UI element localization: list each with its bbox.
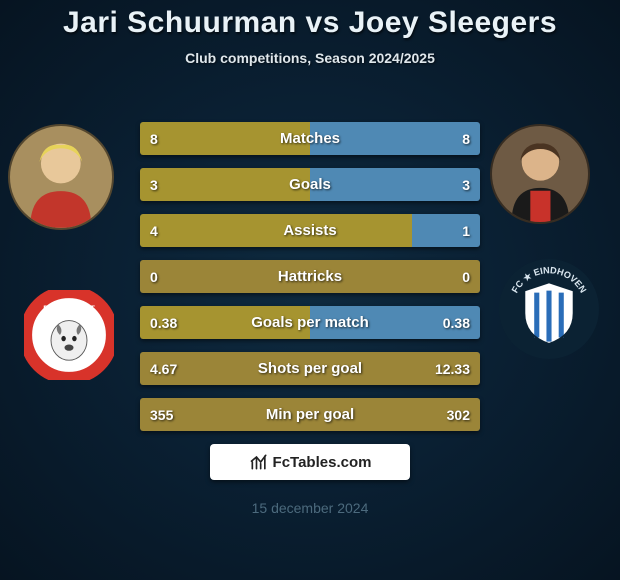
club-left-badge: DORDRECHT (24, 290, 114, 380)
stat-bar-left (140, 352, 480, 385)
stat-bar-track (140, 306, 480, 339)
stat-row: 88Matches (140, 122, 480, 155)
stat-bar-track (140, 122, 480, 155)
stat-bar-right (310, 168, 480, 201)
player-right-avatar (490, 124, 590, 224)
stat-bar-track (140, 352, 480, 385)
stat-value-right: 0.38 (443, 306, 470, 339)
date-text: 15 december 2024 (0, 500, 620, 516)
stat-value-left: 4 (150, 214, 158, 247)
chart-icon (249, 452, 269, 472)
stat-value-left: 8 (150, 122, 158, 155)
comparison-card: Jari Schuurman vs Joey Sleegers Club com… (0, 0, 620, 580)
stat-bar-track (140, 168, 480, 201)
stat-row: 00Hattricks (140, 260, 480, 293)
stat-value-right: 302 (447, 398, 470, 431)
stat-bar-left (140, 260, 480, 293)
stat-value-right: 1 (462, 214, 470, 247)
stat-value-right: 12.33 (435, 352, 470, 385)
stat-bar-track (140, 398, 480, 431)
stat-value-right: 8 (462, 122, 470, 155)
svg-text:DORDRECHT: DORDRECHT (43, 305, 95, 314)
stat-bar-track (140, 260, 480, 293)
stat-bar-left (140, 214, 412, 247)
stat-bar-left (140, 122, 310, 155)
stat-row: 33Goals (140, 168, 480, 201)
stat-value-right: 3 (462, 168, 470, 201)
stat-row: 4.6712.33Shots per goal (140, 352, 480, 385)
stat-row: 41Assists (140, 214, 480, 247)
stat-bar-track (140, 214, 480, 247)
stat-row: 0.380.38Goals per match (140, 306, 480, 339)
brand-badge[interactable]: FcTables.com (210, 444, 410, 480)
stat-value-left: 0 (150, 260, 158, 293)
stat-bar-left (140, 168, 310, 201)
club-crest-icon: DORDRECHT (24, 290, 114, 380)
stat-bars: 88Matches33Goals41Assists00Hattricks0.38… (140, 122, 480, 444)
stat-bar-right (310, 122, 480, 155)
stat-value-right: 0 (462, 260, 470, 293)
stat-value-left: 3 (150, 168, 158, 201)
stat-value-left: 0.38 (150, 306, 177, 339)
player-left-avatar (8, 124, 114, 230)
brand-text: FcTables.com (273, 454, 372, 471)
stat-value-left: 4.67 (150, 352, 177, 385)
club-crest-icon: FC ★ EINDHOVEN (498, 258, 600, 360)
stat-row: 355302Min per goal (140, 398, 480, 431)
person-silhouette-icon (20, 136, 102, 228)
club-right-badge: FC ★ EINDHOVEN (498, 258, 600, 360)
person-silhouette-icon (502, 136, 579, 222)
stat-value-left: 355 (150, 398, 173, 431)
stat-bar-left (140, 398, 480, 431)
subtitle: Club competitions, Season 2024/2025 (0, 50, 620, 66)
page-title: Jari Schuurman vs Joey Sleegers (0, 0, 620, 40)
